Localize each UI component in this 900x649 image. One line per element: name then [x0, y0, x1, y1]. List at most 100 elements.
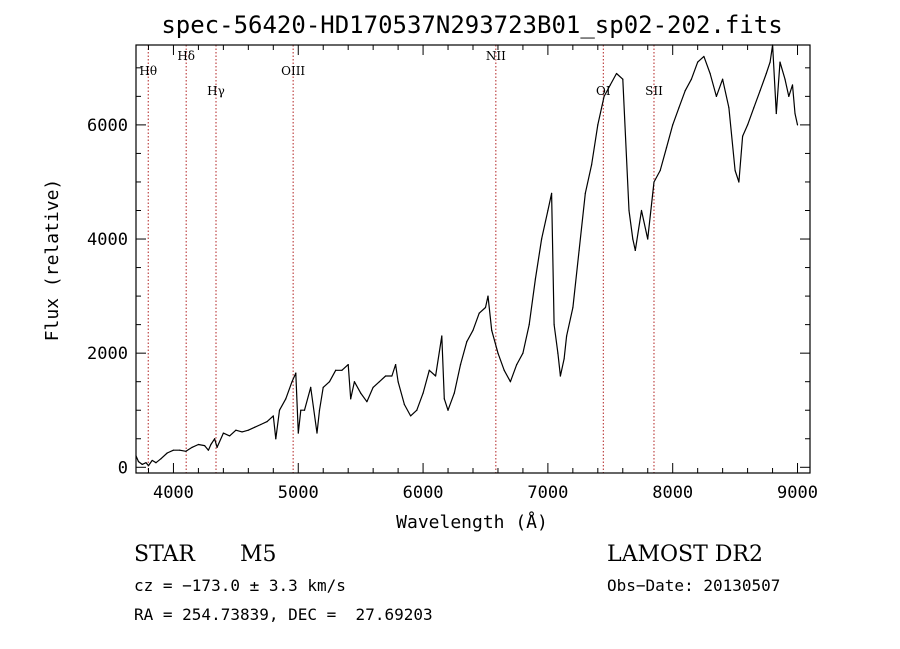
x-axis: 4000 5000 6000 7000 8000 9000: [147, 45, 818, 503]
data-point: [210, 443, 212, 446]
data-point: [318, 409, 321, 411]
y-tick-label: 6000: [87, 116, 128, 136]
data-point: [522, 352, 524, 354]
x-tick-label: 5000: [278, 483, 319, 503]
data-point: [734, 169, 736, 172]
data-point: [487, 295, 489, 297]
data-point: [247, 429, 249, 431]
data-point: [791, 84, 794, 86]
data-point: [235, 429, 237, 431]
data-point: [784, 78, 786, 80]
data-point: [459, 363, 462, 366]
data-point: [672, 124, 674, 126]
data-point: [137, 460, 140, 463]
x-tick-label: 6000: [403, 483, 444, 503]
data-point: [441, 335, 443, 337]
data-point: [241, 431, 243, 433]
data-point: [395, 363, 397, 366]
object-type: STAR: [134, 542, 195, 567]
data-point: [151, 459, 153, 462]
data-point: [578, 249, 580, 252]
data-point: [453, 392, 455, 394]
data-point: [796, 124, 799, 126]
data-point: [572, 306, 574, 309]
data-point: [647, 238, 649, 240]
data-point: [204, 445, 206, 447]
data-point: [172, 449, 175, 451]
data-point: [278, 409, 281, 411]
chart-title: spec-56420-HD170537N293723B01_sp02-202.f…: [161, 11, 782, 39]
data-point: [214, 438, 216, 440]
data-point: [553, 324, 555, 326]
y-tick-label: 0: [118, 458, 128, 478]
data-point: [690, 78, 693, 80]
data-point: [447, 409, 449, 411]
data-point: [160, 458, 162, 460]
series-group: [135, 44, 799, 467]
data-point: [472, 329, 474, 331]
y-axis: 0 2000 4000 6000: [87, 67, 810, 478]
line-marker-label: Hδ: [177, 49, 195, 63]
observation-date: Obs−Date: 20130507: [607, 576, 781, 595]
data-point: [746, 124, 749, 126]
line-marker-label: OIII: [281, 64, 305, 78]
data-point: [622, 78, 624, 80]
data-point: [253, 426, 256, 428]
line-marker-label: NII: [486, 49, 506, 63]
line-marker-label: Hθ: [139, 64, 157, 78]
data-point: [310, 386, 312, 388]
data-point: [788, 95, 790, 97]
line-marker-label: SII: [645, 84, 663, 98]
spectral-subclass: M5: [240, 542, 277, 567]
data-point: [753, 107, 755, 109]
data-point: [297, 432, 299, 434]
data-point: [484, 306, 487, 309]
data-point: [300, 409, 302, 411]
data-point: [316, 432, 318, 434]
data-point: [779, 61, 781, 63]
data-point: [628, 209, 630, 212]
data-point: [491, 329, 493, 331]
data-point: [566, 335, 568, 337]
data-point: [615, 72, 618, 75]
data-point: [416, 409, 418, 411]
data-point: [347, 363, 349, 366]
line-marker-label: Hγ: [207, 84, 225, 98]
data-point: [141, 463, 143, 466]
data-point: [709, 72, 711, 75]
data-point: [291, 381, 293, 383]
data-point: [584, 192, 586, 194]
line-marker-label: OI: [596, 84, 611, 98]
data-point: [632, 238, 634, 240]
data-point: [260, 423, 262, 426]
data-point: [541, 238, 543, 240]
spectrum-line: [135, 44, 799, 467]
data-point: [341, 369, 343, 371]
data-point: [166, 452, 168, 454]
x-tick-label: 7000: [527, 483, 568, 503]
data-point: [590, 164, 593, 166]
data-point: [443, 398, 445, 400]
data-point: [372, 386, 374, 388]
data-point: [185, 450, 187, 452]
data-point: [179, 449, 181, 451]
data-point: [275, 438, 277, 440]
data-point: [466, 341, 468, 343]
data-point: [295, 372, 297, 374]
data-point: [422, 392, 424, 394]
data-point: [557, 352, 559, 354]
data-point: [328, 381, 331, 383]
spectrum-chart: spec-56420-HD170537N293723B01_sp02-202.f…: [42, 11, 818, 533]
data-point: [528, 324, 530, 326]
data-point: [322, 386, 324, 388]
data-point: [285, 398, 287, 400]
data-point: [665, 147, 668, 149]
data-point: [678, 107, 680, 109]
data-point: [715, 95, 717, 97]
data-point: [653, 181, 655, 183]
data-point: [722, 78, 724, 80]
data-point: [191, 446, 193, 448]
data-point: [391, 375, 393, 377]
y-tick-label: 2000: [87, 344, 128, 364]
data-point: [640, 209, 643, 212]
